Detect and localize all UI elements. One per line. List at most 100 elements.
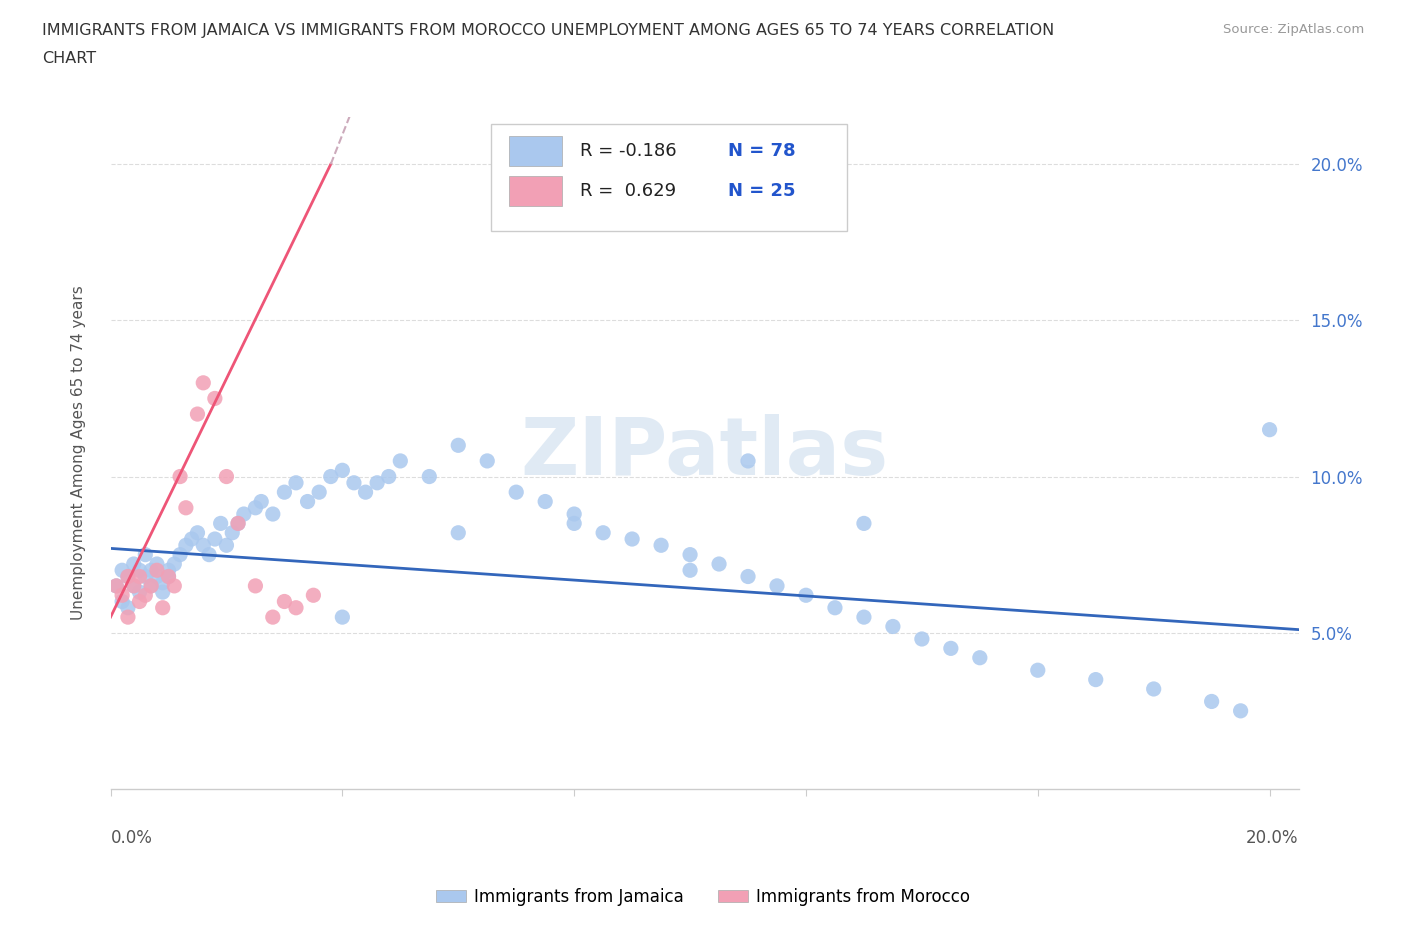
- Point: [562, 516, 585, 531]
- Point: [105, 578, 128, 593]
- Point: [215, 538, 238, 552]
- Point: [245, 578, 267, 593]
- Point: [139, 578, 162, 593]
- Point: [169, 547, 191, 562]
- Point: [679, 563, 702, 578]
- Point: [111, 563, 134, 578]
- Point: [505, 485, 527, 499]
- Text: CHART: CHART: [42, 51, 96, 66]
- Point: [152, 576, 174, 591]
- Point: [232, 507, 254, 522]
- Point: [707, 556, 730, 571]
- Point: [117, 610, 139, 625]
- Point: [215, 469, 238, 484]
- Point: [193, 376, 215, 391]
- Point: [447, 525, 470, 540]
- Text: R =  0.629: R = 0.629: [579, 182, 676, 200]
- Point: [180, 532, 202, 547]
- Point: [128, 585, 150, 600]
- Point: [111, 588, 134, 603]
- FancyBboxPatch shape: [509, 176, 562, 206]
- Point: [122, 556, 145, 571]
- Point: [134, 547, 156, 562]
- Point: [562, 507, 585, 522]
- Point: [169, 469, 191, 484]
- Text: R = -0.186: R = -0.186: [579, 142, 676, 160]
- Point: [302, 588, 325, 603]
- Legend: Immigrants from Jamaica, Immigrants from Morocco: Immigrants from Jamaica, Immigrants from…: [429, 881, 977, 912]
- Point: [794, 588, 817, 603]
- Point: [1084, 672, 1107, 687]
- Text: 0.0%: 0.0%: [111, 830, 152, 847]
- Point: [366, 475, 388, 490]
- Point: [226, 516, 249, 531]
- Point: [139, 578, 162, 593]
- Text: 20.0%: 20.0%: [1246, 830, 1299, 847]
- Point: [882, 619, 904, 634]
- Point: [163, 556, 186, 571]
- Point: [297, 494, 319, 509]
- Point: [105, 578, 128, 593]
- FancyBboxPatch shape: [491, 124, 848, 232]
- Point: [174, 538, 197, 552]
- Point: [852, 610, 875, 625]
- Point: [174, 500, 197, 515]
- Point: [139, 563, 162, 578]
- Point: [226, 516, 249, 531]
- Point: [285, 475, 308, 490]
- Point: [308, 485, 330, 499]
- Text: ZIPatlas: ZIPatlas: [520, 414, 889, 492]
- Point: [209, 516, 232, 531]
- Point: [117, 569, 139, 584]
- Text: Source: ZipAtlas.com: Source: ZipAtlas.com: [1223, 23, 1364, 36]
- Point: [146, 569, 169, 584]
- Point: [186, 406, 208, 421]
- Text: N = 78: N = 78: [728, 142, 796, 160]
- Point: [621, 532, 644, 547]
- Point: [117, 569, 139, 584]
- Point: [477, 454, 499, 469]
- Point: [157, 569, 180, 584]
- Point: [650, 538, 672, 552]
- Point: [1229, 703, 1251, 718]
- Point: [152, 600, 174, 615]
- Point: [157, 569, 180, 584]
- Point: [273, 485, 295, 499]
- Point: [418, 469, 440, 484]
- Point: [221, 525, 243, 540]
- Point: [447, 438, 470, 453]
- Point: [198, 547, 221, 562]
- Point: [250, 494, 273, 509]
- Point: [343, 475, 366, 490]
- Point: [117, 600, 139, 615]
- Point: [204, 391, 226, 405]
- Point: [128, 569, 150, 584]
- Point: [377, 469, 399, 484]
- Point: [122, 578, 145, 593]
- Text: N = 25: N = 25: [728, 182, 796, 200]
- Point: [285, 600, 308, 615]
- Point: [330, 463, 353, 478]
- Point: [737, 569, 759, 584]
- Point: [146, 556, 169, 571]
- Point: [969, 650, 991, 665]
- Point: [134, 588, 156, 603]
- Point: [852, 516, 875, 531]
- Point: [534, 494, 557, 509]
- Point: [134, 569, 156, 584]
- Point: [163, 578, 186, 593]
- Point: [152, 585, 174, 600]
- Point: [679, 547, 702, 562]
- Point: [128, 594, 150, 609]
- Point: [157, 563, 180, 578]
- Point: [389, 454, 412, 469]
- Point: [319, 469, 342, 484]
- Text: IMMIGRANTS FROM JAMAICA VS IMMIGRANTS FROM MOROCCO UNEMPLOYMENT AMONG AGES 65 TO: IMMIGRANTS FROM JAMAICA VS IMMIGRANTS FR…: [42, 23, 1054, 38]
- FancyBboxPatch shape: [509, 136, 562, 166]
- Point: [245, 500, 267, 515]
- Point: [911, 631, 934, 646]
- Y-axis label: Unemployment Among Ages 65 to 74 years: Unemployment Among Ages 65 to 74 years: [72, 286, 86, 620]
- Point: [330, 610, 353, 625]
- Point: [186, 525, 208, 540]
- Point: [766, 578, 789, 593]
